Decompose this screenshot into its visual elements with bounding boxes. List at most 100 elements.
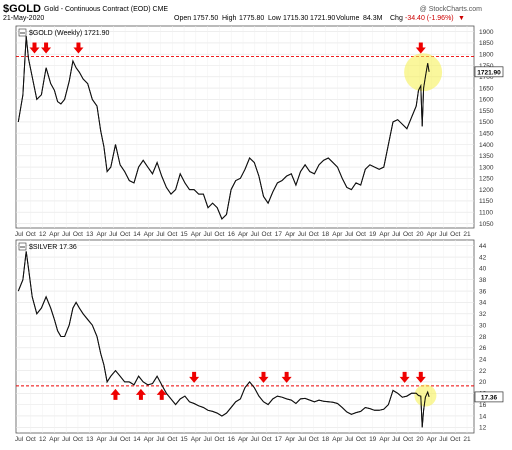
gold-y-tick-label: 1800 — [479, 52, 494, 59]
silver-x-tick-label: Oct — [450, 436, 460, 443]
volume-label: Volume — [336, 15, 360, 22]
silver-x-tick-label: Jul — [156, 436, 165, 443]
gold-x-tick-label: 17 — [275, 231, 283, 238]
silver-x-tick-label: Oct — [356, 436, 366, 443]
gold-y-tick-label: 1650 — [479, 85, 494, 92]
gold-red-arrow-down — [41, 42, 52, 54]
silver-x-tick-label: 20 — [416, 436, 424, 443]
silver-x-tick-label: Apr — [49, 436, 60, 443]
silver-x-tick-label: Jul — [62, 436, 71, 443]
silver-x-tick-label: Jul — [298, 436, 307, 443]
silver-red-arrow-down — [189, 371, 200, 383]
silver-highlight-circle — [414, 384, 437, 407]
gold-red-arrow-down — [29, 42, 40, 54]
silver-x-tick-label: 18 — [322, 436, 330, 443]
silver-x-tick-label: 19 — [369, 436, 377, 443]
gold-y-tick-label: 1600 — [479, 97, 494, 104]
gold-x-tick-label: 12 — [39, 231, 47, 238]
gold-y-tick-label: 1500 — [479, 119, 494, 126]
silver-last-value-badge — [474, 391, 504, 403]
silver-y-tick-label: 16 — [479, 402, 487, 409]
low-value: 1715.30 — [283, 15, 309, 22]
silver-red-arrow-up — [135, 388, 146, 400]
quote-date: 21-May-2020 — [3, 15, 45, 22]
silver-last-value-label: 17.36 — [481, 394, 498, 401]
silver-x-tick-label: Jul — [439, 436, 448, 443]
chg-label: Chg — [390, 15, 403, 22]
silver-x-tick-label: Apr — [238, 436, 249, 443]
silver-x-tick-label: 12 — [39, 436, 47, 443]
silver-y-tick-label: 42 — [479, 254, 487, 261]
silver-x-tick-label: Apr — [144, 436, 155, 443]
gold-y-tick-label: 1200 — [479, 187, 494, 194]
gold-x-tick-label: Apr — [191, 231, 202, 238]
gold-x-tick-label: Apr — [96, 231, 107, 238]
silver-x-tick-label: Apr — [427, 436, 438, 443]
gold-x-tick-label: Oct — [356, 231, 366, 238]
gold-x-tick-label: Jul — [156, 231, 165, 238]
low-label: Low — [268, 15, 281, 22]
instrument-name: Gold - Continuous Contract (EOD) CME — [44, 6, 169, 13]
gold-y-tick-label: 1350 — [479, 153, 494, 160]
gold-y-tick-label: 1550 — [479, 108, 494, 115]
silver-red-arrow-up — [110, 388, 121, 400]
gold-x-tick-label: Apr — [238, 231, 249, 238]
silver-x-tick-label: Apr — [96, 436, 107, 443]
silver-y-tick-label: 44 — [479, 243, 487, 250]
silver-x-tick-label: Oct — [26, 436, 36, 443]
silver-legend-label: $SILVER 17.36 — [29, 244, 77, 251]
gold-x-tick-label: 14 — [133, 231, 141, 238]
gold-x-tick-label: Jul — [439, 231, 448, 238]
gold-last-value-badge — [474, 66, 504, 78]
chart-header: $GOLD Gold - Continuous Contract (EOD) C… — [0, 0, 512, 24]
silver-y-tick-label: 14 — [479, 413, 487, 420]
silver-x-tick-label: Apr — [332, 436, 343, 443]
gold-y-tick-label: 1700 — [479, 74, 494, 81]
gold-x-tick-label: 21 — [463, 231, 471, 238]
gold-x-tick-label: 19 — [369, 231, 377, 238]
volume-value: 84.3M — [363, 15, 383, 22]
gold-y-tick-label: 1400 — [479, 142, 494, 149]
silver-y-tick-label: 28 — [479, 334, 487, 341]
gold-last-value-label: 1721.90 — [477, 69, 501, 76]
gold-red-arrow-down — [415, 42, 426, 54]
chg-value: -34.40 (-1.96%) — [405, 15, 454, 22]
gold-y-tick-label: 1850 — [479, 40, 494, 47]
silver-x-tick-label: Oct — [120, 436, 130, 443]
silver-x-tick-label: 16 — [228, 436, 236, 443]
gold-red-arrow-down — [73, 42, 84, 54]
gold-x-tick-label: Oct — [214, 231, 224, 238]
gold-x-tick-label: Jul — [251, 231, 260, 238]
gold-x-tick-label: Apr — [49, 231, 60, 238]
silver-y-tick-label: 32 — [479, 311, 487, 318]
gold-y-tick-label: 1900 — [479, 29, 494, 36]
silver-y-tick-label: 20 — [479, 379, 487, 386]
silver-x-tick-label: Jul — [345, 436, 354, 443]
silver-y-tick-label: 34 — [479, 300, 487, 307]
gold-legend-swatch — [18, 28, 27, 37]
silver-price-line-overlay — [17, 251, 430, 428]
silver-red-arrow-down — [281, 371, 292, 383]
silver-x-tick-label: Jul — [109, 436, 118, 443]
close-value: 1721.90 — [310, 15, 336, 22]
gold-highlight-circle — [404, 53, 443, 92]
gold-x-tick-label: Jul — [62, 231, 71, 238]
silver-red-arrow-up — [156, 388, 167, 400]
gold-y-tick-label: 1750 — [479, 63, 494, 70]
gold-x-tick-label: Jul — [298, 231, 307, 238]
silver-x-tick-label: Jul — [15, 436, 24, 443]
silver-y-tick-label: 36 — [479, 288, 487, 295]
gold-y-tick-label: 1050 — [479, 221, 494, 228]
gold-plot-frame — [15, 25, 475, 229]
silver-x-tick-label: 13 — [86, 436, 94, 443]
gold-x-tick-label: 16 — [228, 231, 236, 238]
silver-x-tick-label: 15 — [180, 436, 188, 443]
silver-x-tick-label: Oct — [167, 436, 177, 443]
gold-x-tick-label: Oct — [262, 231, 272, 238]
gold-x-tick-label: Oct — [450, 231, 460, 238]
silver-x-tick-label: Jul — [392, 436, 401, 443]
silver-y-tick-label: 12 — [479, 425, 487, 432]
high-label: High — [222, 15, 237, 22]
silver-x-tick-label: Apr — [191, 436, 202, 443]
